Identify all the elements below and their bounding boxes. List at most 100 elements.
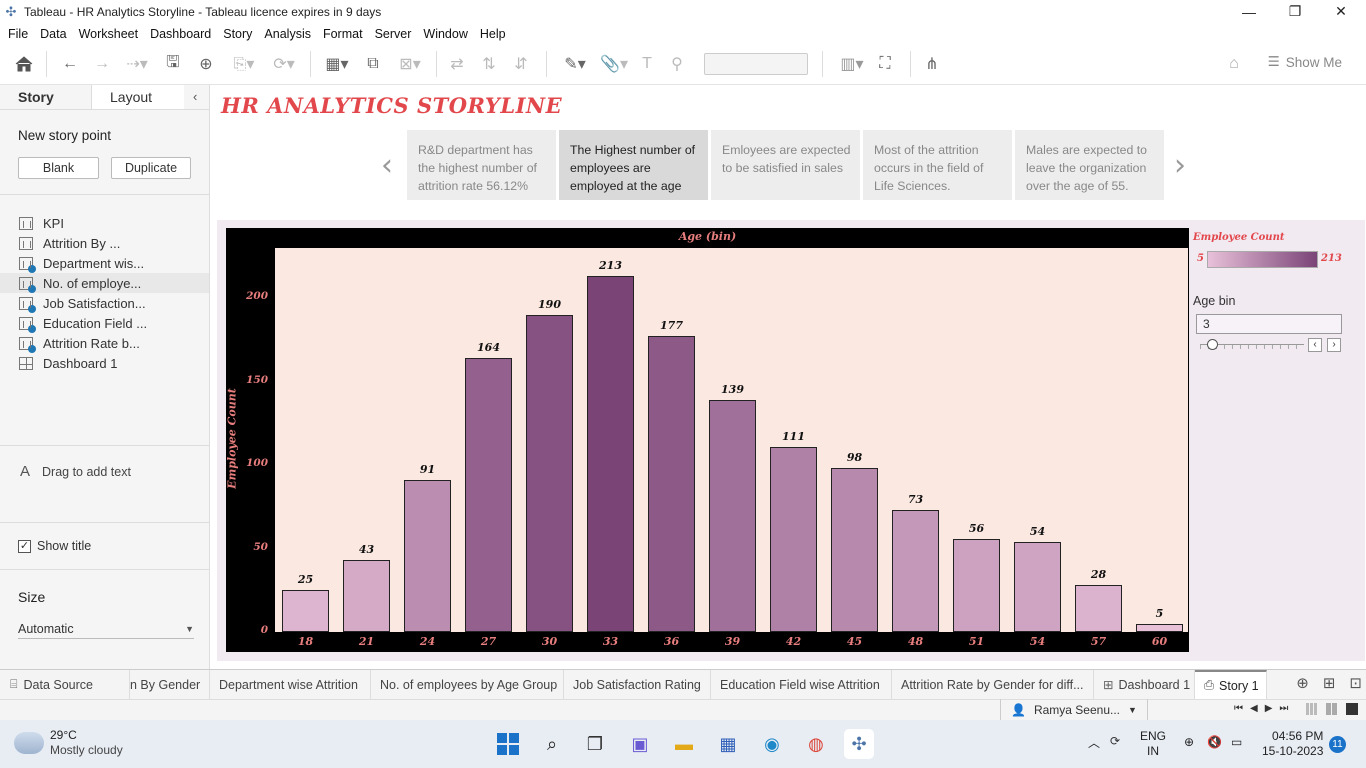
tab-department-wise-attrition[interactable]: Department wise Attrition — [210, 670, 371, 699]
tab-job-satisfaction-rating[interactable]: Job Satisfaction Rating — [564, 670, 711, 699]
task-view-icon[interactable]: ❐ — [586, 733, 604, 754]
show-filmstrip-icon[interactable] — [1306, 703, 1318, 715]
search-icon[interactable]: ⌕ — [546, 733, 558, 754]
bar-mark[interactable] — [1014, 541, 1061, 632]
show-tabs-icon[interactable] — [1346, 703, 1358, 715]
sort-ascending-icon[interactable]: ⇅ — [482, 56, 496, 73]
bar-mark[interactable] — [1136, 623, 1183, 632]
sheet-item-education-field[interactable]: Education Field ... — [0, 313, 209, 333]
presentation-mode-icon[interactable]: ⛶ — [879, 55, 891, 72]
sheet-item-dashboard-1[interactable]: Dashboard 1 — [0, 353, 209, 373]
next-story-point-button[interactable]: › — [1174, 148, 1186, 183]
bar-mark[interactable] — [282, 590, 329, 632]
first-sheet-icon[interactable]: ⏮ — [1234, 703, 1243, 714]
menu-story[interactable]: Story — [223, 27, 253, 41]
close-button[interactable]: ✕ — [1335, 3, 1347, 19]
volume-muted-icon[interactable]: 🔇 — [1207, 735, 1222, 749]
home-icon[interactable] — [12, 53, 36, 75]
new-data-source-icon[interactable]: ⊕ — [199, 56, 213, 73]
bar-mark[interactable] — [465, 358, 512, 632]
share-icon[interactable]: ⋔ — [925, 56, 939, 73]
show-me-button[interactable]: ☰ Show Me — [1268, 54, 1342, 70]
menu-format[interactable]: Format — [322, 27, 363, 41]
show-hidden-icons-icon[interactable]: ︿ — [1088, 736, 1101, 750]
drag-to-add-text[interactable]: A Drag to add text — [20, 463, 131, 480]
age-bin-input[interactable]: 3 — [1196, 314, 1342, 334]
sort-descending-icon[interactable]: ⇵ — [514, 56, 528, 73]
duplicate-button[interactable]: Duplicate — [111, 157, 191, 179]
pause-updates-icon[interactable]: ⎘▾ — [233, 56, 255, 73]
next-sheet-icon[interactable]: ▶ — [1264, 703, 1273, 714]
sheet-item-kpi[interactable]: KPI — [0, 213, 209, 233]
sheet-item-no-of-employees[interactable]: No. of employe... — [0, 273, 209, 293]
undo-icon[interactable]: ← — [62, 55, 78, 72]
show-sheet-sorter-icon[interactable] — [1326, 703, 1338, 715]
previous-sheet-icon[interactable]: ◀ — [1250, 703, 1258, 714]
chrome-browser-icon[interactable]: ◍ — [808, 733, 824, 754]
show-labels-icon[interactable]: T — [642, 55, 652, 72]
windows-start-icon[interactable] — [493, 729, 523, 759]
menu-worksheet[interactable]: Worksheet — [78, 27, 139, 41]
highlight-icon[interactable]: ✎▾ — [564, 56, 586, 73]
tab-attrition-by-gender[interactable]: n By Gender — [130, 670, 210, 699]
clock[interactable]: 04:56 PM 15-10-2023 — [1262, 729, 1323, 759]
edge-browser-icon[interactable]: ◉ — [764, 733, 780, 754]
bar-mark[interactable] — [709, 399, 756, 632]
story-point-4[interactable]: Most of the attrition occurs in the fiel… — [863, 130, 1012, 200]
bar-mark[interactable] — [648, 336, 695, 632]
bar-mark[interactable] — [831, 468, 878, 632]
format-painter-icon[interactable]: ⌂ — [1229, 55, 1239, 72]
tab-story[interactable]: Story — [0, 85, 92, 109]
sheet-item-job-satisfaction[interactable]: Job Satisfaction... — [0, 293, 209, 313]
file-explorer-icon[interactable]: ▬ — [675, 733, 693, 754]
notification-badge[interactable]: 11 — [1329, 736, 1346, 753]
user-menu[interactable]: 👤 Ramya Seenu... ▼ — [1000, 699, 1148, 720]
menu-server[interactable]: Server — [374, 27, 412, 41]
refresh-icon[interactable]: ⟳▾ — [273, 56, 295, 73]
language-indicator[interactable]: ENG IN — [1140, 729, 1166, 759]
tab-no-of-employees-by-age-group[interactable]: No. of employees by Age Group — [371, 670, 564, 699]
bar-mark[interactable] — [343, 560, 390, 632]
clear-sheet-icon[interactable]: ⊠▾ — [399, 56, 421, 73]
last-sheet-icon[interactable]: ⏭ — [1279, 703, 1289, 714]
new-dashboard-icon[interactable]: ⊞ — [1322, 675, 1336, 692]
fit-dropdown[interactable] — [704, 53, 808, 75]
menu-data[interactable]: Data — [40, 27, 67, 41]
bar-mark[interactable] — [770, 446, 817, 632]
decrement-icon[interactable]: ‹ — [1308, 338, 1322, 352]
tab-layout[interactable]: Layout — [92, 85, 184, 109]
story-point-1[interactable]: R&D department has the highest number of… — [407, 130, 556, 200]
story-point-3[interactable]: Emloyees are expected to be satisfied in… — [711, 130, 860, 200]
tab-education-field-wise-attrition[interactable]: Education Field wise Attrition — [711, 670, 892, 699]
battery-icon[interactable]: ▭ — [1231, 735, 1243, 749]
sheet-item-attrition-rate[interactable]: Attrition Rate b... — [0, 333, 209, 353]
replay-icon[interactable]: ⇢▾ — [126, 56, 148, 73]
network-icon[interactable]: ⊕ — [1184, 735, 1195, 749]
tableau-taskbar-icon[interactable]: ✣ — [844, 729, 874, 759]
bar-mark[interactable] — [526, 314, 573, 632]
bar-mark[interactable] — [404, 480, 451, 632]
duplicate-sheet-icon[interactable]: ⧉ — [367, 55, 379, 72]
tab-dashboard-1[interactable]: ⊞ Dashboard 1 — [1094, 670, 1195, 699]
blank-button[interactable]: Blank — [18, 157, 99, 179]
tab-data-source[interactable]: ⌸ Data Source — [0, 670, 130, 699]
bar-mark[interactable] — [1075, 585, 1122, 632]
collapse-panel-icon[interactable]: ‹ — [193, 89, 198, 104]
restore-button[interactable]: ❐ — [1288, 3, 1302, 19]
previous-story-point-button[interactable]: ‹ — [381, 148, 393, 183]
bar-mark[interactable] — [953, 538, 1000, 632]
menu-file[interactable]: File — [8, 27, 29, 41]
save-icon[interactable]: 🖫 — [166, 53, 180, 71]
fix-axes-icon[interactable]: ⚲ — [671, 56, 683, 73]
tab-story-1[interactable]: ⎙ Story 1 — [1195, 670, 1267, 699]
tab-attrition-rate-by-gender[interactable]: Attrition Rate by Gender for diff... — [892, 670, 1094, 699]
bar-mark[interactable] — [587, 276, 634, 632]
onedrive-sync-icon[interactable]: ⟳ — [1110, 734, 1121, 748]
weather-widget[interactable]: 29°C Mostly cloudy — [14, 728, 123, 758]
new-story-icon[interactable]: ⊡ — [1349, 675, 1362, 692]
story-point-5[interactable]: Males are expected to leave the organiza… — [1015, 130, 1164, 200]
minimize-button[interactable]: — — [1242, 3, 1256, 20]
menu-analysis[interactable]: Analysis — [264, 27, 311, 41]
sheet-item-department-wise[interactable]: Department wis... — [0, 253, 209, 273]
menu-window[interactable]: Window — [423, 27, 468, 41]
